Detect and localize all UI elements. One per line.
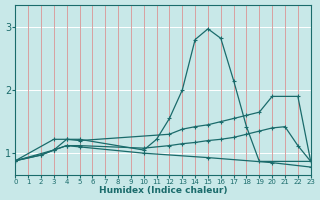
X-axis label: Humidex (Indice chaleur): Humidex (Indice chaleur) (99, 186, 227, 195)
